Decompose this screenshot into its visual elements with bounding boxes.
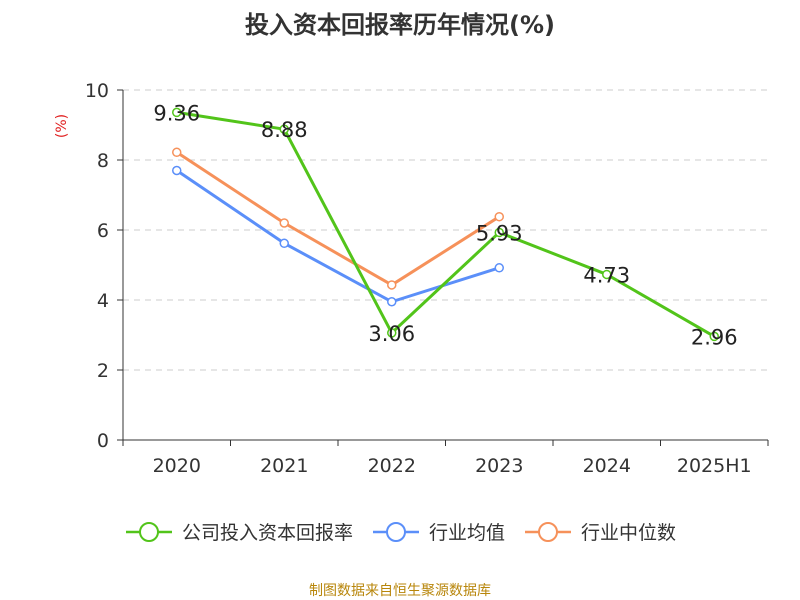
x-tick-label: 2022 — [368, 455, 416, 477]
legend: 公司投入资本回报率 行业均值 行业中位数 — [0, 518, 800, 545]
data-point — [602, 269, 612, 280]
grid-lines — [123, 89, 768, 371]
data-label: 3.06 — [368, 322, 415, 346]
chart-title: 投入资本回报率历年情况(%) — [245, 11, 555, 39]
data-label: 9.36 — [153, 101, 200, 125]
data-point — [494, 211, 504, 222]
data-label: 5.93 — [476, 221, 523, 245]
legend-item[interactable]: 行业均值 — [371, 518, 505, 545]
y-tick-label: 4 — [97, 290, 109, 312]
data-point — [387, 297, 397, 307]
x-tick-label: 2021 — [260, 455, 308, 477]
x-tick-label: 2023 — [475, 455, 523, 477]
x-tick-label: 2024 — [583, 455, 631, 477]
data-point — [494, 227, 504, 238]
data-point — [172, 147, 182, 158]
data-labels: 9.36 8.88 3.06 5.93 4.73 2.96 — [153, 101, 737, 349]
data-point — [172, 165, 182, 176]
data-point — [709, 331, 719, 342]
x-tick-label: 2025H1 — [677, 455, 752, 477]
axes: 0 2 4 6 8 10 2020 2021 2022 2023 2024 2025H1 — [85, 80, 769, 477]
data-label: 2.96 — [691, 325, 738, 349]
y-tick-label: 2 — [97, 360, 109, 382]
legend-item[interactable]: 行业中位数 — [523, 518, 676, 545]
data-point — [279, 124, 289, 134]
legend-line-marker-icon — [525, 521, 571, 542]
data-point — [387, 328, 397, 338]
series-lines — [172, 107, 719, 342]
source-note: 制图数据来自恒生聚源数据库 — [309, 583, 491, 599]
data-point — [494, 263, 504, 273]
data-point — [172, 107, 182, 118]
legend-circle — [138, 521, 159, 542]
legend-label: 行业均值 — [428, 522, 505, 544]
legend-label: 行业中位数 — [581, 522, 677, 544]
data-point — [387, 280, 397, 290]
legend-circle — [538, 521, 558, 542]
data-point — [279, 218, 289, 228]
legend-item[interactable]: 公司投入资本回报率 — [124, 518, 353, 545]
data-label: 4.73 — [583, 263, 630, 287]
series-line — [175, 151, 501, 287]
legend-line-marker-icon — [125, 521, 172, 542]
y-tick-label: 8 — [97, 150, 109, 172]
legend-line-marker-icon — [372, 521, 419, 542]
y-tick-label: 6 — [97, 220, 109, 242]
data-label: 8.88 — [261, 118, 308, 142]
y-axis-label: (%) — [54, 114, 70, 138]
y-tick-label: 0 — [97, 430, 109, 452]
series-line — [175, 169, 500, 304]
legend-label: 公司投入资本回报率 — [181, 522, 353, 544]
data-point — [279, 238, 289, 249]
x-tick-label: 2020 — [153, 455, 201, 477]
y-tick-label: 10 — [85, 80, 109, 102]
legend-circle — [385, 521, 406, 542]
series-line — [176, 110, 715, 338]
